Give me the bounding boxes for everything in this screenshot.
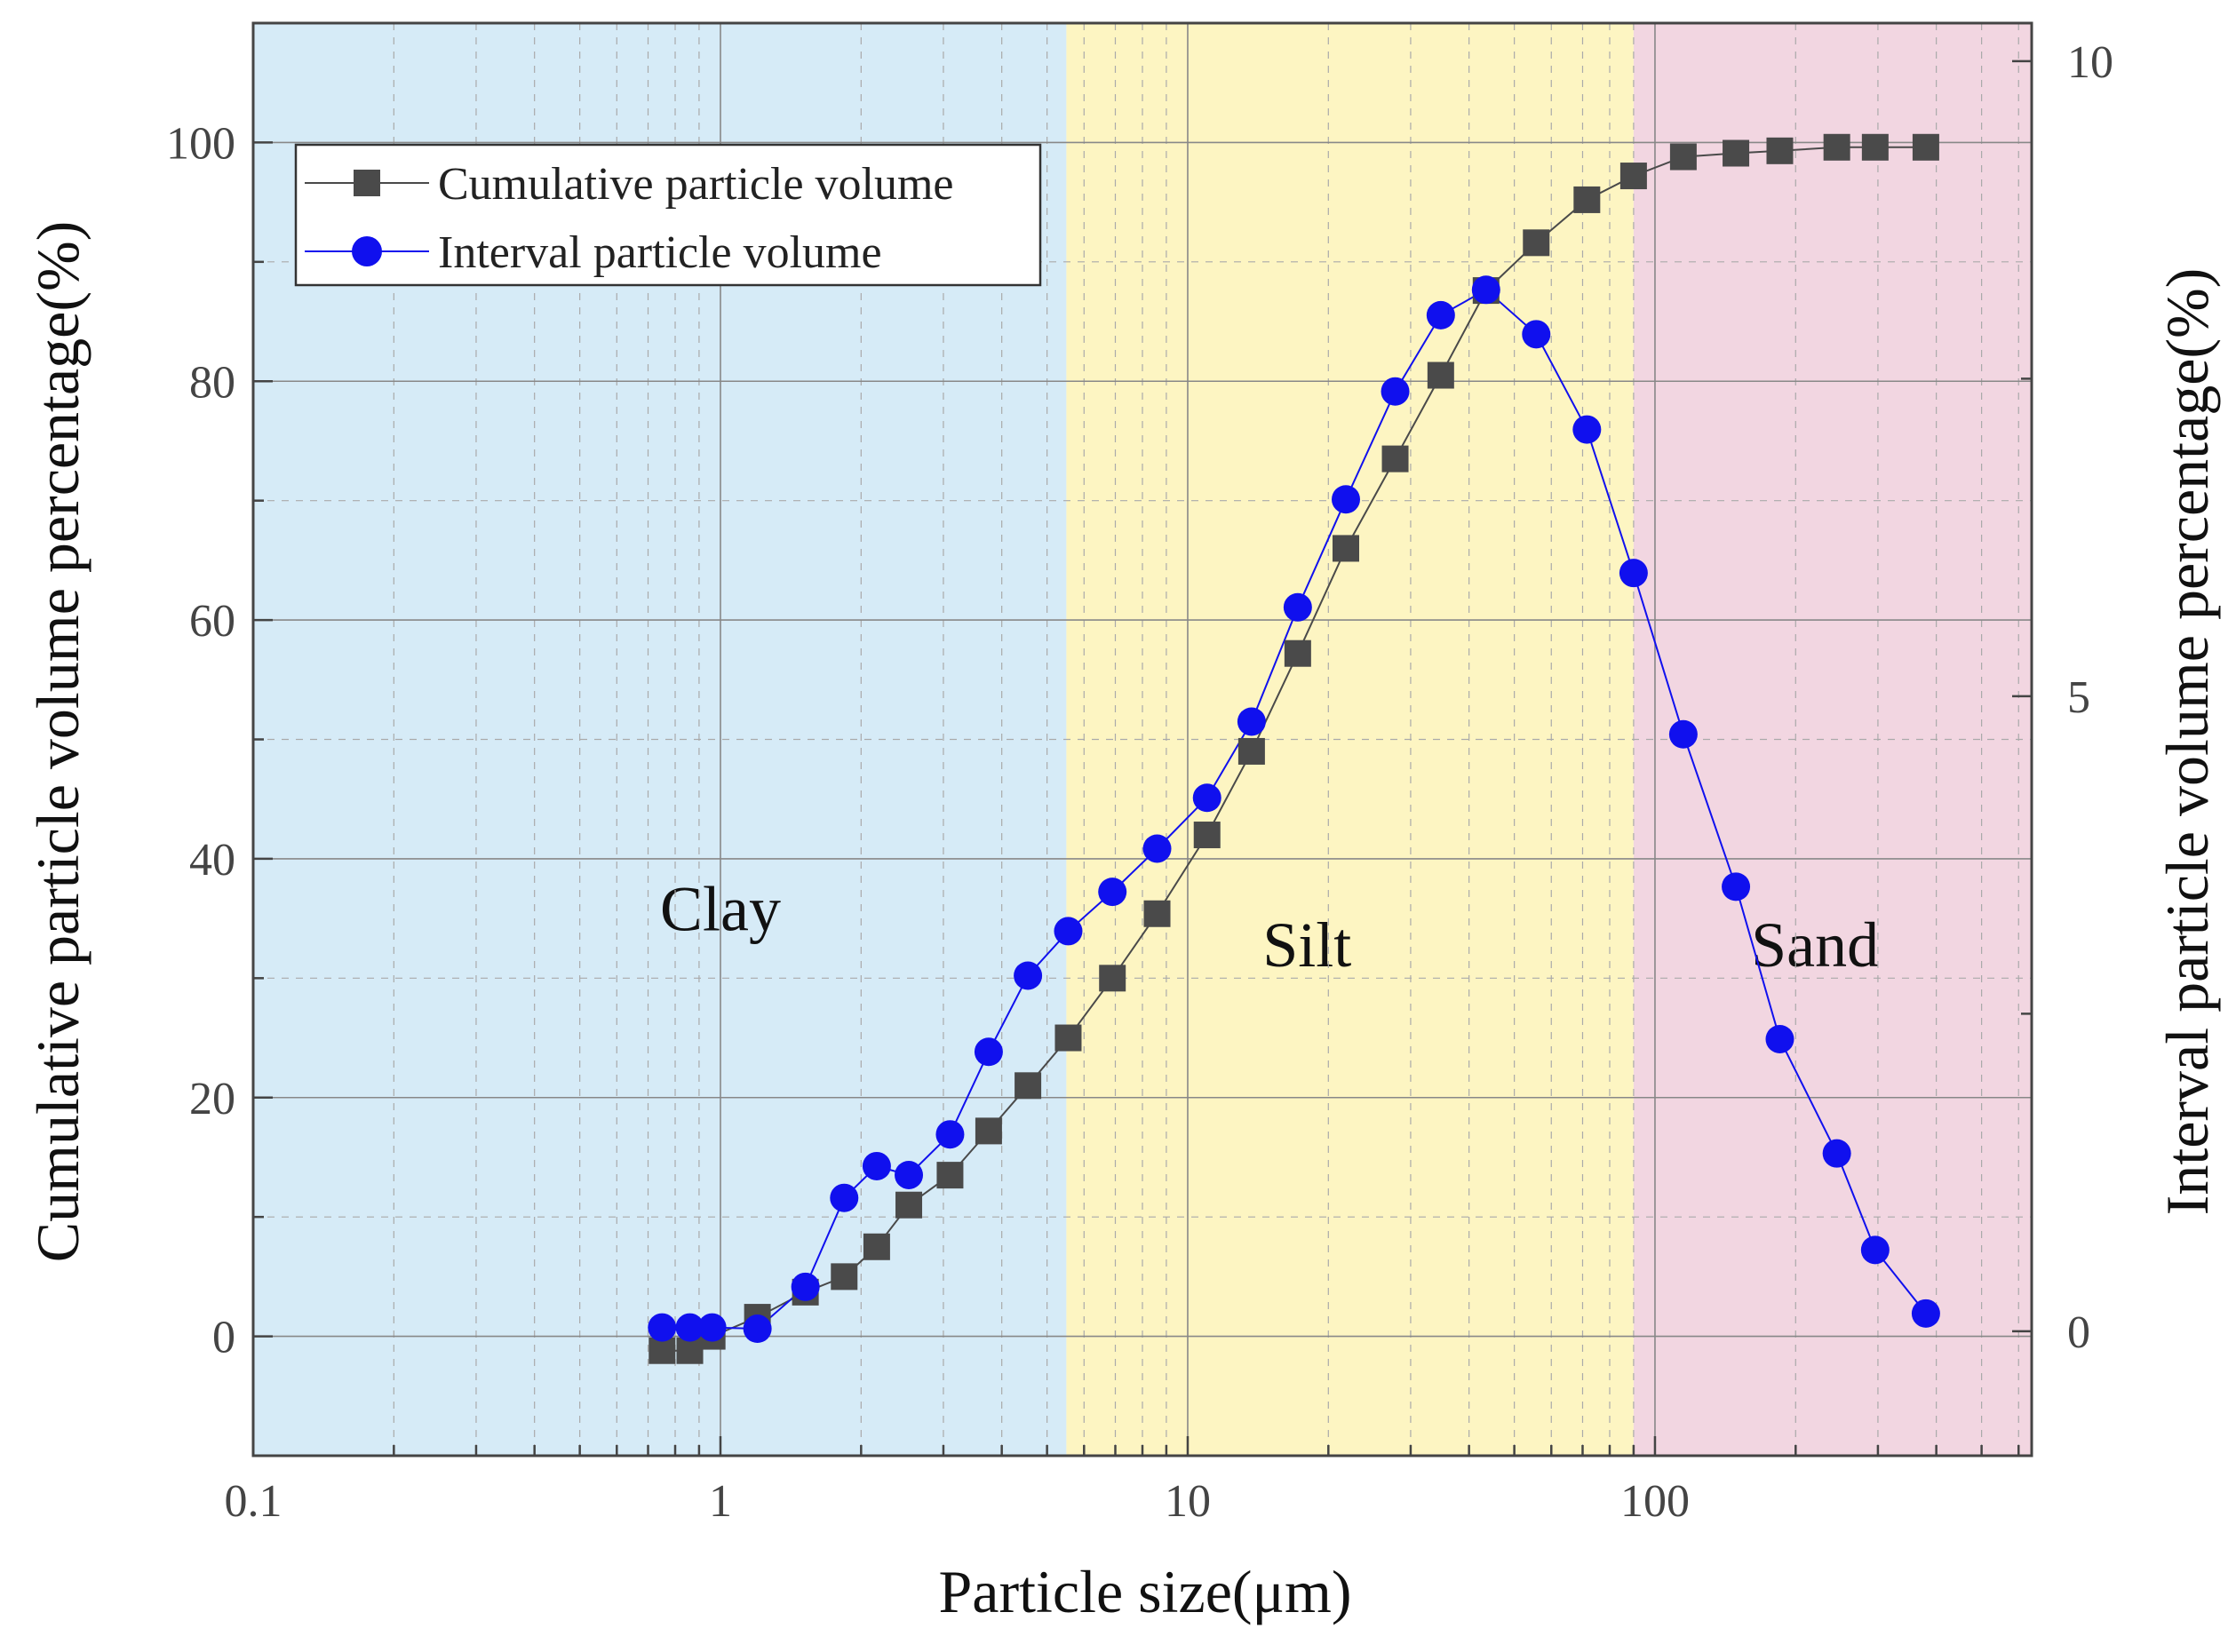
- legend-marker-circle: [352, 236, 382, 266]
- x-tick-label: 100: [1620, 1476, 1690, 1527]
- cumulative-point: [936, 1162, 964, 1189]
- cumulative-point: [1427, 361, 1454, 389]
- cumulative-point: [1284, 639, 1311, 667]
- y-tick-label: 20: [189, 1074, 235, 1124]
- cumulative-point: [975, 1117, 1002, 1145]
- legend-box: [294, 143, 1042, 287]
- cumulative-point: [1619, 163, 1647, 190]
- cumulative-point: [1237, 737, 1265, 765]
- cumulative-point: [1054, 1024, 1082, 1052]
- legend-label-interval: Interval particle volume: [438, 227, 882, 278]
- interval-point: [1572, 415, 1602, 444]
- cumulative-point: [1823, 133, 1850, 161]
- x-axis-title: Particle size(μm): [938, 1558, 1351, 1625]
- cumulative-point: [863, 1233, 890, 1260]
- interval-point: [1722, 872, 1751, 901]
- y-tick-label: 60: [189, 596, 235, 647]
- x-tick-label: 10: [1165, 1476, 1211, 1527]
- interval-point: [1471, 275, 1500, 305]
- cumulative-point: [1381, 445, 1409, 473]
- legend: Cumulative particle volume Interval part…: [294, 143, 1042, 287]
- y-tick-label: 0: [212, 1313, 235, 1363]
- cumulative-point: [1723, 139, 1750, 167]
- series-line-interval: [662, 289, 1927, 1330]
- cumulative-point: [1766, 137, 1794, 164]
- x-tick-label: 0.1: [225, 1476, 282, 1527]
- interval-point: [675, 1313, 704, 1342]
- interval-point: [1142, 834, 1172, 863]
- interval-point: [935, 1120, 965, 1149]
- interval-point: [1426, 300, 1455, 330]
- interval-point: [1860, 1235, 1890, 1265]
- interval-point: [697, 1313, 727, 1342]
- y2-tick-label: 5: [2067, 672, 2090, 723]
- interval-point: [791, 1272, 820, 1301]
- cumulative-point: [895, 1191, 923, 1219]
- cumulative-point: [676, 1337, 704, 1364]
- cumulative-point: [649, 1337, 676, 1364]
- interval-point: [830, 1183, 859, 1212]
- interval-point: [1822, 1139, 1851, 1168]
- y-tick-label: 40: [189, 835, 235, 886]
- y2-tick-label: 10: [2067, 37, 2113, 88]
- interval-point: [1192, 783, 1221, 813]
- interval-point: [1522, 320, 1551, 349]
- interval-point: [1619, 559, 1648, 588]
- interval-point: [1054, 917, 1083, 946]
- interval-point: [1765, 1024, 1794, 1053]
- cumulative-point: [831, 1263, 858, 1291]
- cumulative-point: [1523, 229, 1550, 257]
- legend-label-cumulative: Cumulative particle volume: [438, 159, 954, 210]
- cumulative-point: [1861, 133, 1889, 161]
- cumulative-point: [1015, 1072, 1042, 1100]
- interval-point: [974, 1037, 1003, 1067]
- interval-point: [1331, 485, 1360, 514]
- cumulative-point: [1143, 900, 1171, 927]
- interval-point: [743, 1314, 772, 1344]
- cumulative-point: [1332, 535, 1359, 562]
- interval-point: [1014, 961, 1043, 990]
- interval-point: [648, 1313, 677, 1342]
- region-label-sand: Sand: [1751, 909, 1879, 981]
- y2-tick-label: 0: [2067, 1307, 2090, 1358]
- interval-point: [862, 1151, 891, 1180]
- interval-point: [1911, 1299, 1940, 1328]
- y-tick-label: 100: [166, 118, 235, 169]
- y-axis-title: Cumulative particle volume percentage(%): [24, 221, 92, 1263]
- interval-point: [895, 1160, 924, 1189]
- region-label-silt: Silt: [1262, 909, 1351, 981]
- interval-point: [1098, 878, 1127, 907]
- legend-marker-square: [354, 170, 380, 196]
- interval-point: [1237, 707, 1266, 736]
- cumulative-point: [1573, 186, 1601, 213]
- interval-point: [1283, 592, 1312, 622]
- x-tick-label: 1: [709, 1476, 732, 1527]
- axis-ticks: 0.1 1 10 100 0 20 40 60 80 100 0 5 10: [166, 21, 2113, 1527]
- interval-point: [1381, 377, 1410, 406]
- cumulative-point: [1099, 965, 1126, 992]
- cumulative-point: [1193, 822, 1221, 849]
- cumulative-point: [1669, 143, 1697, 171]
- data-series: [648, 133, 1940, 1364]
- interval-point: [1668, 719, 1698, 749]
- y-tick-label: 80: [189, 357, 235, 408]
- y2-axis-title: Interval particle volume percentage(%): [2153, 268, 2221, 1216]
- cumulative-point: [1912, 133, 1939, 161]
